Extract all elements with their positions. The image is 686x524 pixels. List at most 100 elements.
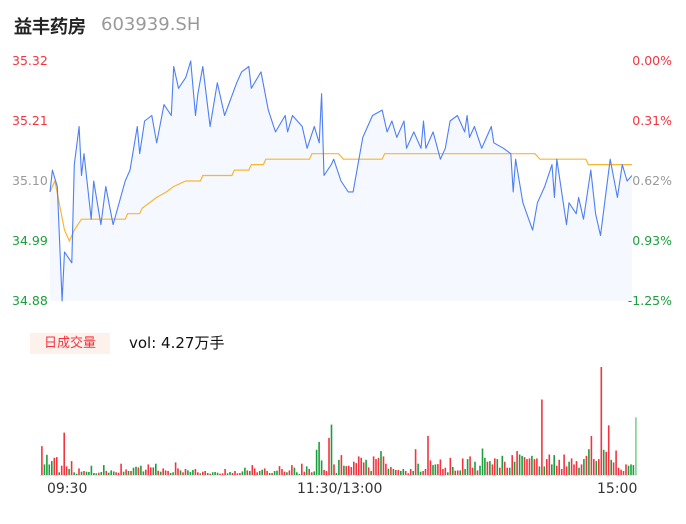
- volume-bar: [511, 455, 513, 475]
- x-tick-open: 09:30: [47, 481, 88, 497]
- volume-bar: [130, 471, 132, 475]
- volume-bar: [211, 472, 214, 475]
- volume-bar: [58, 472, 60, 475]
- volume-bar: [454, 470, 456, 475]
- volume-bar: [484, 457, 486, 475]
- volume-bar: [325, 471, 328, 475]
- volume-bar: [90, 465, 93, 475]
- volume-bar: [338, 459, 340, 475]
- volume-bar: [298, 474, 301, 475]
- volume-bar: [466, 459, 469, 475]
- volume-bar: [281, 469, 283, 475]
- volume-bar: [365, 459, 367, 475]
- volume-bar: [419, 471, 422, 475]
- volume-bar: [333, 464, 335, 475]
- volume-bar: [456, 470, 459, 475]
- volume-bar: [573, 464, 575, 475]
- volume-bar: [122, 471, 125, 475]
- volume-bar: [580, 464, 583, 475]
- volume-bar: [635, 417, 637, 475]
- volume-bar: [288, 470, 291, 475]
- volume-bar: [350, 467, 353, 475]
- volume-bar: [382, 456, 385, 475]
- volume-bar: [117, 472, 120, 475]
- volume-bar: [538, 466, 541, 475]
- volume-bar: [174, 462, 177, 475]
- volume-bar: [93, 473, 95, 475]
- volume-bar: [305, 466, 308, 475]
- volume-bar: [157, 470, 159, 475]
- volume-bar: [602, 449, 605, 475]
- volume-bar: [115, 472, 117, 475]
- volume-bar: [276, 470, 278, 475]
- volume-bar: [390, 467, 392, 475]
- volume-bar: [46, 454, 48, 475]
- volume-bar: [506, 467, 508, 475]
- price-line: [49, 60, 633, 302]
- volume-bar: [291, 465, 293, 475]
- volume-bar: [528, 458, 531, 475]
- volume-bar: [283, 471, 286, 475]
- volume-bar: [137, 467, 140, 475]
- volume-bar: [598, 459, 600, 475]
- volume-bar: [83, 471, 85, 475]
- volume-bar: [214, 472, 216, 475]
- volume-bar: [315, 449, 318, 475]
- volume-bar: [375, 459, 377, 475]
- volume-bar: [555, 465, 558, 475]
- volume-bar: [241, 471, 244, 475]
- volume-bar: [328, 437, 330, 475]
- volume-bar: [75, 473, 78, 475]
- volume-bar: [278, 466, 281, 475]
- volume-bar: [600, 367, 603, 475]
- volume-tab[interactable]: 日成交量: [30, 333, 110, 354]
- volume-bar: [486, 461, 489, 475]
- volume-bar: [95, 473, 98, 475]
- volume-bar: [286, 472, 288, 475]
- volume-bar: [132, 467, 135, 475]
- volume-bar: [585, 455, 588, 475]
- volume-bar: [437, 464, 439, 475]
- volume-bar: [112, 471, 115, 475]
- volume-bar: [258, 471, 261, 475]
- volume-bar: [434, 464, 437, 475]
- volume-bar: [187, 470, 189, 475]
- volume-bar: [179, 470, 182, 475]
- volume-bar: [632, 465, 635, 475]
- volume-bar: [127, 471, 130, 475]
- volume-bar: [110, 470, 112, 475]
- volume-bar: [471, 467, 474, 475]
- volume-bar: [417, 463, 419, 475]
- volume-bar: [523, 457, 526, 475]
- volume-bar: [78, 468, 80, 475]
- volume-bar: [593, 459, 595, 475]
- volume-bar: [387, 468, 390, 475]
- y-tick-price: 34.99: [12, 233, 48, 248]
- volume-bar: [560, 469, 563, 475]
- volume-bar: [80, 471, 83, 475]
- volume-bar: [261, 469, 263, 475]
- volume-bar: [409, 469, 412, 475]
- volume-bar: [150, 467, 152, 475]
- volume-bar: [318, 441, 320, 475]
- volume-bar: [216, 472, 219, 475]
- volume-bar: [202, 471, 204, 475]
- volume-bar: [400, 471, 402, 475]
- volume-bar: [70, 461, 73, 475]
- volume-bar: [159, 471, 162, 475]
- volume-bar: [266, 471, 268, 475]
- volume-bar: [340, 455, 343, 475]
- volume-bar: [189, 472, 192, 475]
- volume-bar: [546, 459, 548, 475]
- volume-bar: [221, 473, 224, 475]
- volume-bar: [615, 450, 617, 475]
- volume-bar: [432, 465, 434, 475]
- volume-bar: [404, 471, 407, 475]
- volume-bar: [503, 461, 506, 475]
- stock-code: 603939.SH: [101, 14, 201, 35]
- volume-bar: [53, 457, 56, 475]
- volume-bar: [135, 466, 137, 475]
- volume-bar: [627, 465, 630, 475]
- volume-bar: [85, 471, 88, 475]
